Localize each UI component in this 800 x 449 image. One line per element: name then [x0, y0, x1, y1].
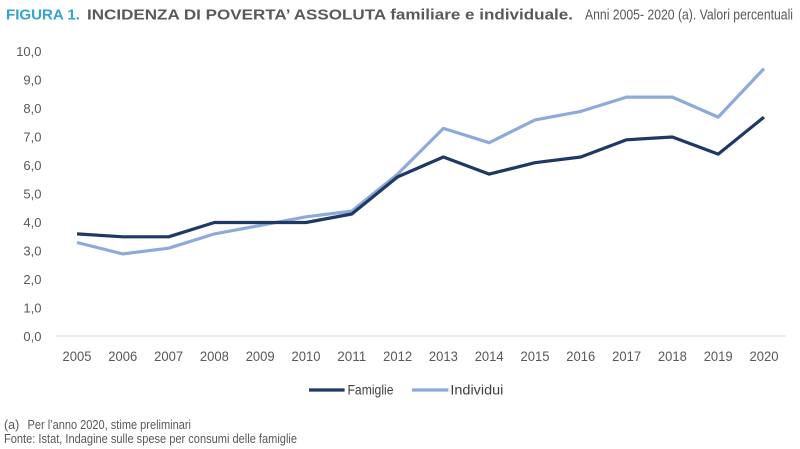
svg-text:Per l’anno 2020, stime prelimi: Per l’anno 2020, stime preliminari — [28, 418, 192, 432]
svg-text:2006: 2006 — [108, 348, 137, 364]
svg-text:Fonte: Istat, Indagine sulle s: Fonte: Istat, Indagine sulle spese per c… — [4, 432, 297, 446]
svg-text:2010: 2010 — [292, 348, 321, 364]
svg-text:FIGURA 1. INCIDENZA DI POV: FIGURA 1. INCIDENZA DI POVERTA’ ASSOLUTA… — [6, 7, 793, 24]
svg-text:2,0: 2,0 — [23, 272, 41, 287]
svg-text:2013: 2013 — [429, 348, 458, 364]
svg-text:Individui: Individui — [450, 383, 503, 398]
svg-text:2014: 2014 — [475, 348, 504, 364]
svg-text:5,0: 5,0 — [23, 187, 41, 202]
svg-text:1,0: 1,0 — [23, 301, 41, 316]
svg-text:6,0: 6,0 — [23, 158, 41, 173]
svg-text:4,0: 4,0 — [23, 215, 41, 230]
svg-text:2012: 2012 — [383, 348, 412, 364]
svg-text:2020: 2020 — [750, 348, 779, 364]
svg-text:2009: 2009 — [246, 348, 275, 364]
svg-text:2011: 2011 — [337, 348, 366, 364]
svg-text:7,0: 7,0 — [23, 130, 41, 145]
svg-text:8,0: 8,0 — [23, 101, 41, 116]
svg-text:2008: 2008 — [200, 348, 229, 364]
svg-text:2017: 2017 — [612, 348, 641, 364]
svg-text:Famiglie: Famiglie — [348, 383, 394, 398]
svg-text:2016: 2016 — [566, 348, 595, 364]
svg-text:2005: 2005 — [63, 348, 92, 364]
svg-text:2018: 2018 — [658, 348, 687, 364]
svg-text:3,0: 3,0 — [23, 244, 41, 259]
svg-text:(a): (a) — [4, 418, 19, 432]
svg-text:10,0: 10,0 — [16, 44, 41, 59]
svg-text:0,0: 0,0 — [23, 329, 41, 344]
svg-text:2019: 2019 — [704, 348, 733, 364]
svg-text:2007: 2007 — [154, 348, 183, 364]
svg-text:2015: 2015 — [521, 348, 550, 364]
svg-text:9,0: 9,0 — [23, 73, 41, 88]
